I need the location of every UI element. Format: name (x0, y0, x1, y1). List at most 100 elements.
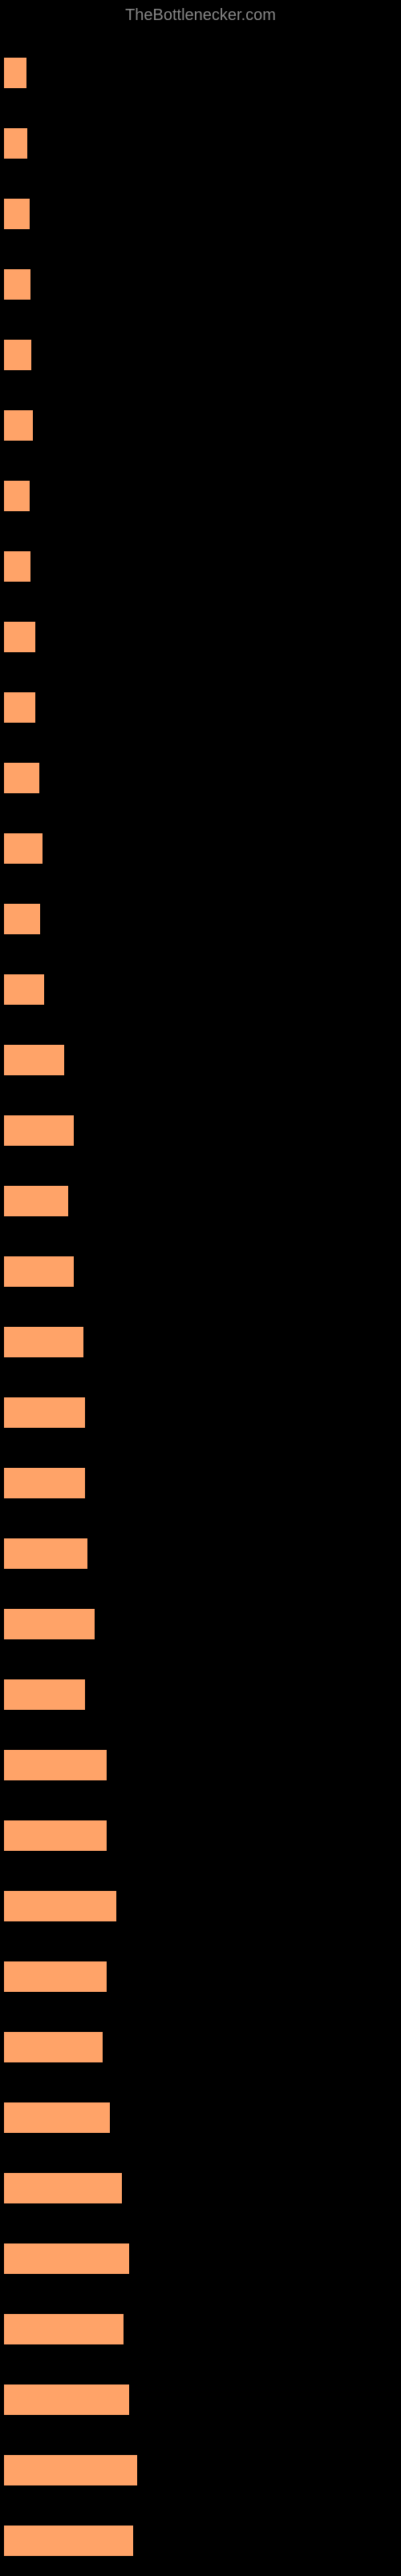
bar-label: Bottleneck result (6, 2082, 95, 2102)
chart-row: Bottleneck resu (3, 1166, 398, 1217)
bar-label: Bottleneck result (6, 1377, 95, 1397)
bar-label: Bottleneck result (6, 2435, 95, 2454)
bar-label: Bottlenec (6, 884, 57, 903)
bar-value-label: 49 (138, 2454, 156, 2486)
bar (3, 2384, 130, 2416)
chart-row: Bottleneck result (3, 1307, 398, 1358)
bar (3, 974, 45, 1006)
bar (3, 480, 30, 512)
chart-row: Bottleneck result (3, 1377, 398, 1429)
bar-value-label: 43 (130, 2384, 148, 2416)
chart-row: Bottleneck result 44 (3, 2294, 398, 2345)
bar-label: Bottleneck result (6, 1871, 95, 1890)
chart-row: Bottlen (3, 461, 398, 512)
chart-row: Bottlenec (3, 884, 398, 935)
chart-row: Bottle (3, 108, 398, 159)
bar-label: Bottleneck result (6, 1307, 95, 1326)
bar (3, 268, 31, 300)
chart-row: Bottleneck result 4 (3, 2223, 398, 2275)
chart-row: Bottlen (3, 320, 398, 371)
chart-row: Bottleneck (3, 813, 398, 865)
chart-row: Bottleneck (3, 954, 398, 1006)
bar (3, 127, 28, 159)
bar-label: Bottlene (6, 390, 51, 409)
chart-row: Bottleneck result 3 (3, 2082, 398, 2134)
bar (3, 1467, 86, 1499)
chart-row: Bottleneck result (3, 1941, 398, 1993)
bar-label: Bottleneck result (6, 1659, 95, 1679)
bar (3, 1044, 65, 1076)
bar-label: Bottleneck result (6, 2505, 95, 2525)
bar-label: Bottleneck result (6, 1448, 95, 1467)
bar (3, 1961, 107, 1993)
chart-row: Bottleneck result (3, 1518, 398, 1570)
bar (3, 1326, 84, 1358)
chart-row: Bottlene (3, 672, 398, 724)
bar-label: Bottlen (6, 320, 44, 339)
bar-value-label: 4 (130, 2243, 141, 2275)
bar-label: Bottleneck result (6, 1941, 95, 1961)
bar (3, 1608, 95, 1640)
bar (3, 57, 27, 89)
chart-row: Bottlen (3, 531, 398, 583)
chart-row: Bottle (3, 38, 398, 89)
chart-row: Bottlene (3, 390, 398, 441)
bar (3, 1679, 86, 1711)
bar (3, 1115, 75, 1147)
chart-row: Bottleneck result (3, 1800, 398, 1852)
bar-label: Bottlen (6, 461, 44, 480)
bar-label: Bottleneck result (6, 2012, 95, 2031)
chart-row: Bottleneck result (3, 1589, 398, 1640)
chart-row: Bottleneck result43 (3, 2364, 398, 2416)
bar-label: Bottleneck result (6, 1589, 95, 1608)
chart-row: Bottleneck result (3, 1448, 398, 1499)
bar-label: Bottlene (6, 602, 51, 621)
bottleneck-chart: Bottle Bottle Bottlen Bottlen Bottlen Bottlen… (0, 38, 401, 2557)
bar (3, 1820, 107, 1852)
chart-row: Bottleneck result (3, 1236, 398, 1288)
bar-value-label: 3 (111, 2102, 122, 2134)
bar-label: Bottlenec (6, 743, 57, 762)
chart-row: Bottleneck result4 (3, 2153, 398, 2204)
bar (3, 409, 34, 441)
chart-row: Bottleneck result (3, 1730, 398, 1781)
bar (3, 1749, 107, 1781)
bar (3, 2102, 111, 2134)
bar-label: Bottleneck resu (6, 1166, 89, 1185)
bar (3, 1185, 69, 1217)
chart-row: Bottleneck result (3, 1095, 398, 1147)
bar-value-label: 3 (117, 1890, 128, 1922)
site-title: TheBottlenecker.com (125, 6, 276, 24)
bar-label: Bottleneck result (6, 1800, 95, 1820)
bar (3, 550, 31, 583)
bar (3, 903, 41, 935)
bar-value-label: 44 (124, 2313, 143, 2345)
chart-row: Bottleneck res (3, 1025, 398, 1076)
bar (3, 1256, 75, 1288)
bar (3, 2454, 138, 2486)
bar-label: Bottleneck result (6, 1730, 95, 1749)
chart-row: Bottlenec (3, 743, 398, 794)
bar-label: Bottlen (6, 179, 44, 198)
bar-label: Bottleneck res (6, 1025, 83, 1044)
bar-label: Bottleneck result (6, 2223, 95, 2243)
bar (3, 2525, 134, 2557)
bar-label: Bottle (6, 38, 37, 57)
bar-label: Bottlen (6, 249, 44, 268)
bar-label: Bottlen (6, 531, 44, 550)
bar-label: Bottle (6, 108, 37, 127)
chart-row: Bottlen (3, 179, 398, 230)
bar (3, 691, 36, 724)
bar (3, 762, 40, 794)
bar (3, 198, 30, 230)
bar-label: Bottlene (6, 672, 51, 691)
chart-row: Bottleneck result 49 (3, 2435, 398, 2486)
bar (3, 2243, 130, 2275)
bar (3, 2172, 123, 2204)
bar (3, 2031, 103, 2063)
bar-label: Bottleneck result (6, 1095, 95, 1115)
chart-row: Bottlene (3, 602, 398, 653)
bar (3, 339, 32, 371)
bar-value-label: 4 (123, 2172, 134, 2204)
bar-label: Bottleneck result (6, 2294, 95, 2313)
